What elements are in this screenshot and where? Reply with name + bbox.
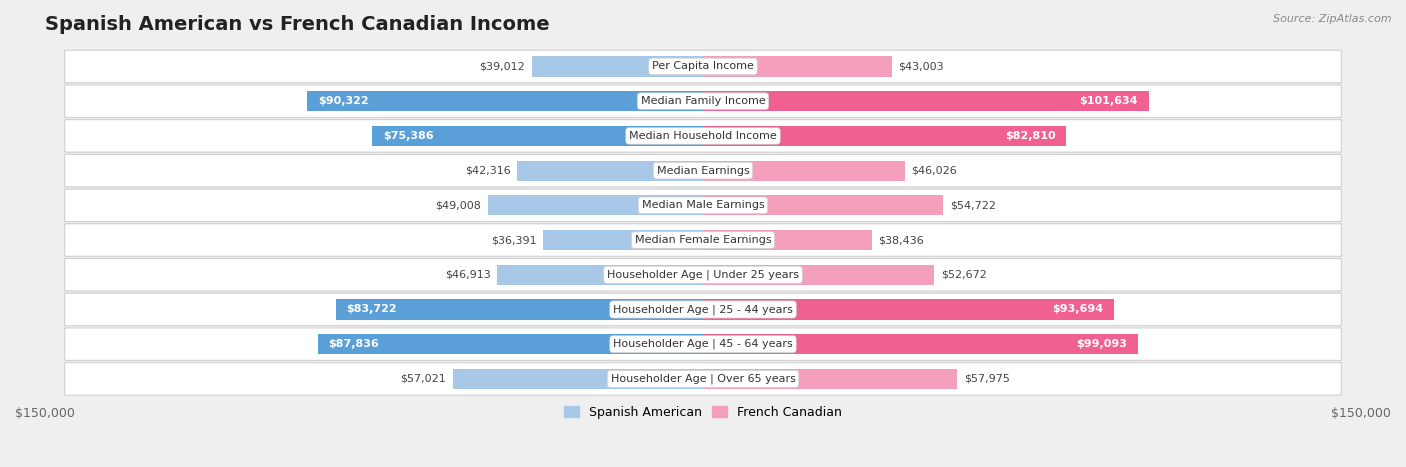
FancyBboxPatch shape bbox=[65, 120, 1341, 152]
Bar bbox=[336, 299, 703, 319]
Text: Householder Age | Under 25 years: Householder Age | Under 25 years bbox=[607, 269, 799, 280]
Bar bbox=[703, 265, 934, 285]
Text: $42,316: $42,316 bbox=[465, 166, 510, 176]
Text: $52,672: $52,672 bbox=[941, 270, 987, 280]
Text: $82,810: $82,810 bbox=[1005, 131, 1056, 141]
Bar bbox=[307, 91, 703, 111]
Text: Median Female Earnings: Median Female Earnings bbox=[634, 235, 772, 245]
Text: $49,008: $49,008 bbox=[436, 200, 481, 210]
Text: $90,322: $90,322 bbox=[318, 96, 368, 106]
Bar bbox=[703, 195, 943, 215]
Bar bbox=[543, 230, 703, 250]
FancyBboxPatch shape bbox=[65, 224, 1341, 256]
Text: $83,722: $83,722 bbox=[347, 304, 398, 314]
FancyBboxPatch shape bbox=[65, 85, 1341, 117]
Bar bbox=[703, 334, 1137, 354]
Bar bbox=[453, 369, 703, 389]
Bar bbox=[703, 230, 872, 250]
Bar bbox=[703, 299, 1114, 319]
Text: $75,386: $75,386 bbox=[384, 131, 434, 141]
Bar bbox=[531, 57, 703, 77]
Text: $87,836: $87,836 bbox=[329, 339, 380, 349]
Text: Householder Age | 25 - 44 years: Householder Age | 25 - 44 years bbox=[613, 304, 793, 315]
Text: $38,436: $38,436 bbox=[879, 235, 924, 245]
Bar bbox=[703, 126, 1066, 146]
Bar bbox=[488, 195, 703, 215]
Text: $36,391: $36,391 bbox=[491, 235, 537, 245]
Bar bbox=[703, 91, 1149, 111]
FancyBboxPatch shape bbox=[65, 155, 1341, 187]
Legend: Spanish American, French Canadian: Spanish American, French Canadian bbox=[560, 401, 846, 424]
Text: Median Male Earnings: Median Male Earnings bbox=[641, 200, 765, 210]
FancyBboxPatch shape bbox=[65, 363, 1341, 395]
Text: Median Household Income: Median Household Income bbox=[628, 131, 778, 141]
Bar bbox=[517, 161, 703, 181]
Bar bbox=[318, 334, 703, 354]
Text: Spanish American vs French Canadian Income: Spanish American vs French Canadian Inco… bbox=[45, 15, 550, 34]
Text: $46,913: $46,913 bbox=[444, 270, 491, 280]
Text: $93,694: $93,694 bbox=[1052, 304, 1104, 314]
FancyBboxPatch shape bbox=[65, 293, 1341, 325]
Text: $57,975: $57,975 bbox=[965, 374, 1010, 384]
Bar bbox=[373, 126, 703, 146]
Text: Householder Age | 45 - 64 years: Householder Age | 45 - 64 years bbox=[613, 339, 793, 349]
Bar bbox=[703, 57, 891, 77]
Text: $99,093: $99,093 bbox=[1076, 339, 1126, 349]
FancyBboxPatch shape bbox=[65, 189, 1341, 221]
FancyBboxPatch shape bbox=[65, 328, 1341, 361]
Text: $39,012: $39,012 bbox=[479, 62, 526, 71]
FancyBboxPatch shape bbox=[65, 259, 1341, 291]
Text: $54,722: $54,722 bbox=[949, 200, 995, 210]
Text: $57,021: $57,021 bbox=[401, 374, 446, 384]
Text: $43,003: $43,003 bbox=[898, 62, 943, 71]
Bar bbox=[498, 265, 703, 285]
Text: Median Family Income: Median Family Income bbox=[641, 96, 765, 106]
FancyBboxPatch shape bbox=[65, 50, 1341, 83]
Text: Source: ZipAtlas.com: Source: ZipAtlas.com bbox=[1274, 14, 1392, 24]
Text: Householder Age | Over 65 years: Householder Age | Over 65 years bbox=[610, 374, 796, 384]
Bar bbox=[703, 161, 905, 181]
Text: $101,634: $101,634 bbox=[1080, 96, 1137, 106]
Text: $46,026: $46,026 bbox=[911, 166, 957, 176]
Text: Per Capita Income: Per Capita Income bbox=[652, 62, 754, 71]
Text: Median Earnings: Median Earnings bbox=[657, 166, 749, 176]
Bar bbox=[703, 369, 957, 389]
